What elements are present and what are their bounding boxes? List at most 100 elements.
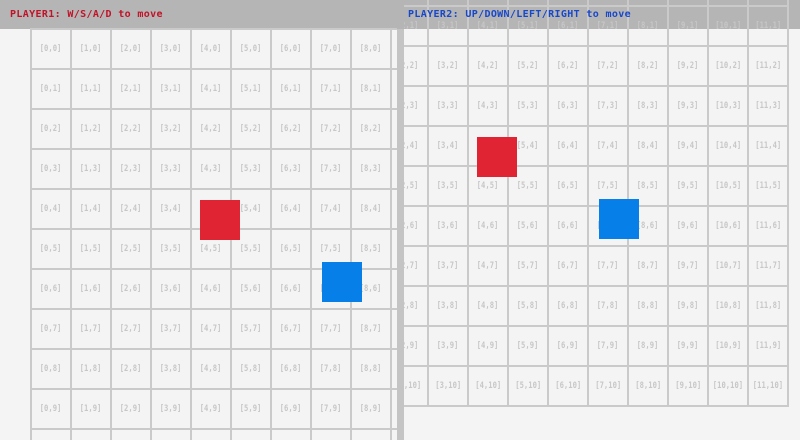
grid-cell: [1,1] [72, 70, 112, 110]
grid-cell: [8,4] [629, 127, 669, 167]
grid-cell: [10,9] [709, 327, 749, 367]
grid-cell: [2,5] [112, 230, 152, 270]
grid-cell: [4,8] [192, 350, 232, 390]
player1-square[interactable] [477, 137, 517, 177]
grid-cell: [6,3] [272, 150, 312, 190]
grid-cell: [2,6] [404, 207, 429, 247]
grid-cell-label: [1,1] [80, 84, 102, 94]
grid-cell-label: [9,6] [677, 221, 699, 231]
grid-cell-label: [3,4] [160, 204, 182, 214]
grid-cell-label: [8,7] [360, 324, 382, 334]
grid-cell: [8,3] [352, 150, 392, 190]
grid-cell-label: [5,5] [240, 244, 262, 254]
grid-cell-label: [4,8] [200, 364, 222, 374]
grid-cell: [5,3] [509, 87, 549, 127]
grid-cell-label: [6,8] [557, 301, 579, 311]
grid-cell-label: [4,3] [477, 101, 499, 111]
grid-cell-label: [5,0] [240, 44, 262, 54]
grid-cell: [0,4] [32, 190, 72, 230]
grid-cell-label: [9,8] [677, 301, 699, 311]
grid-cell: [9,5] [392, 230, 397, 270]
grid-cell-label: [4,6] [200, 284, 222, 294]
grid-cell: [8,3] [629, 87, 669, 127]
grid-cell-label: [7,5] [320, 244, 342, 254]
grid-cell: [3,6] [429, 207, 469, 247]
grid-cell: [9,3] [669, 87, 709, 127]
grid-cell-label: [3,8] [437, 301, 459, 311]
grid-cell-label: [11,6] [754, 221, 781, 231]
grid-cell-label: [8,5] [360, 244, 382, 254]
grid-cell-label: [2,6] [404, 221, 419, 231]
grid-cell: [7,1] [312, 70, 352, 110]
grid-cell: [8,5] [629, 167, 669, 207]
header-bar [0, 0, 800, 29]
grid-cell: [8,1] [352, 70, 392, 110]
grid-cell: [2,3] [112, 150, 152, 190]
grid-cell: [6,4] [272, 190, 312, 230]
grid-cell-label: [7,9] [320, 404, 342, 414]
grid-cell: [11,0] [749, 0, 789, 7]
grid-cell: [5,7] [509, 247, 549, 287]
grid-cell: [10,6] [709, 207, 749, 247]
grid-cell-label: [6,2] [557, 61, 579, 71]
grid-cell-label: [2,2] [120, 124, 142, 134]
grid-cell: [7,9] [312, 390, 352, 430]
player1-square[interactable] [200, 200, 240, 240]
grid-cell-label: [3,0] [160, 44, 182, 54]
grid-cell: [8,10] [352, 430, 392, 440]
grid-cell: [9,3] [392, 150, 397, 190]
grid-cell-label: [3,3] [437, 101, 459, 111]
grid-cell: [5,8] [509, 287, 549, 327]
grid-cell: [11,10] [749, 367, 789, 407]
grid-cell: [7,4] [589, 127, 629, 167]
grid-cell: [4,9] [469, 327, 509, 367]
grid-cell-label: [2,2] [404, 61, 419, 71]
grid-cell-label: [0,5] [40, 244, 62, 254]
grid-cell: [8,7] [629, 247, 669, 287]
grid-cell-label: [1,0] [80, 44, 102, 54]
grid-cell-label: [8,4] [637, 141, 659, 151]
grid-cell: [6,0] [549, 0, 589, 7]
grid-cell: [9,4] [669, 127, 709, 167]
grid-cell: [5,8] [232, 350, 272, 390]
grid-cell-label: [8,5] [637, 181, 659, 191]
grid-cell: [8,6] [629, 207, 669, 247]
grid-cell-label: [5,4] [240, 204, 262, 214]
grid-cell: [7,0] [312, 30, 352, 70]
grid-cell: [8,4] [352, 190, 392, 230]
panel-player1[interactable]: PLAYER1: W/S/A/D to move [0,0] [1,0] [2,0]… [0, 0, 397, 440]
grid-cell-label: [3,2] [437, 61, 459, 71]
grid-cell: [9,0] [669, 0, 709, 7]
grid-cell: [2,8] [112, 350, 152, 390]
grid-cell-label: [9,4] [677, 141, 699, 151]
grid-cell-label: [3,5] [160, 244, 182, 254]
grid-cell: [6,1] [272, 70, 312, 110]
grid-cell-label: [0,0] [40, 44, 62, 54]
grid-cell: [2,10] [404, 367, 429, 407]
grid-cell: [2,2] [404, 47, 429, 87]
grid-cell: [6,7] [272, 310, 312, 350]
grid-cell-label: [1,6] [80, 284, 102, 294]
grid-cell-label: [7,7] [597, 261, 619, 271]
panel-player2[interactable]: PLAYER2: UP/DOWN/LEFT/RIGHT to move [0,0… [404, 0, 800, 440]
grid-cell: [10,2] [709, 47, 749, 87]
grid-cell: [2,5] [404, 167, 429, 207]
grid-cell-label: [8,10] [634, 381, 661, 391]
player2-square[interactable] [599, 199, 639, 239]
grid-cell: [0,9] [32, 390, 72, 430]
grid-cell: [0,5] [32, 230, 72, 270]
grid-cell: [6,5] [272, 230, 312, 270]
grid-cell-label: [7,10] [594, 381, 621, 391]
grid-cell-label: [6,10] [554, 381, 581, 391]
grid-cell: [1,4] [72, 190, 112, 230]
grid-cell: [3,0] [429, 0, 469, 7]
grid-cell: [6,2] [549, 47, 589, 87]
grid-cell-label: [2,7] [120, 324, 142, 334]
grid-cell: [8,0] [629, 0, 669, 7]
grid-cell-label: [1,7] [80, 324, 102, 334]
player2-square[interactable] [322, 262, 362, 302]
grid-cell-label: [0,9] [40, 404, 62, 414]
grid-cell-label: [10,1] [714, 21, 741, 31]
grid-cell-label: [7,9] [597, 341, 619, 351]
